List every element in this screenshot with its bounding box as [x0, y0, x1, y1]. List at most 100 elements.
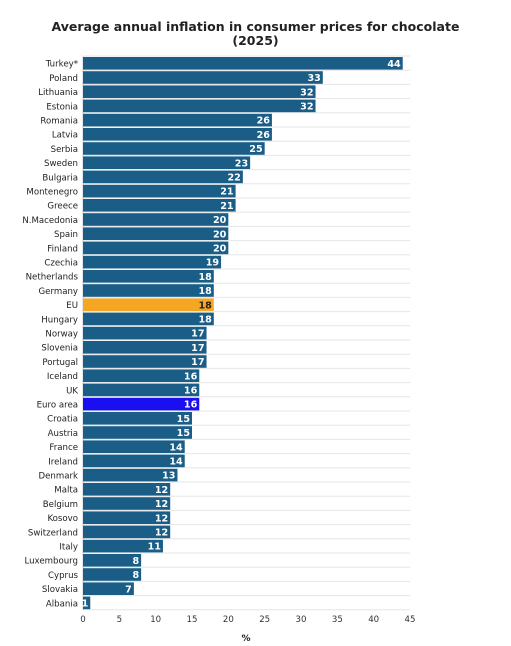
- category-label: Belgium: [43, 500, 78, 510]
- bar: [83, 397, 200, 411]
- data-label: 12: [155, 499, 168, 510]
- data-label: 17: [191, 357, 204, 368]
- data-label: 13: [162, 471, 175, 482]
- data-label: 18: [198, 300, 212, 311]
- bar: [83, 255, 222, 269]
- data-label: 26: [257, 116, 271, 127]
- data-label: 14: [169, 442, 183, 453]
- category-label: Cyprus: [48, 571, 79, 581]
- x-tick-label: 25: [259, 615, 270, 625]
- category-label: Slovenia: [41, 344, 78, 354]
- chart-title-line2: (2025): [232, 33, 279, 48]
- data-label: 17: [191, 329, 204, 340]
- category-label: Estonia: [46, 102, 78, 112]
- bar: [83, 497, 171, 510]
- data-label: 17: [191, 343, 204, 354]
- category-label: Iceland: [47, 372, 78, 382]
- data-label: 21: [220, 201, 234, 212]
- data-label: 19: [206, 258, 220, 269]
- category-label: Ireland: [48, 457, 78, 467]
- category-label: Denmark: [39, 472, 79, 482]
- bar: [83, 241, 229, 255]
- data-label: 18: [198, 315, 212, 326]
- data-label: 18: [198, 286, 212, 297]
- category-label: Hungary: [41, 315, 78, 325]
- category-label: Austria: [48, 429, 78, 439]
- data-label: 12: [155, 485, 168, 496]
- chart-title: Average annual inflation in consumer pri…: [0, 20, 511, 48]
- bar: [83, 85, 316, 98]
- x-tick-label: 0: [80, 615, 85, 625]
- bar: [83, 57, 403, 70]
- data-label: 8: [132, 570, 139, 581]
- bar: [83, 426, 192, 439]
- x-tick-label: 10: [150, 615, 161, 625]
- chart-title-line1: Average annual inflation in consumer pri…: [51, 19, 460, 34]
- x-tick-label: 30: [296, 615, 307, 625]
- data-label: 20: [213, 215, 227, 226]
- data-label: 15: [177, 428, 190, 439]
- bar: [83, 412, 192, 425]
- category-label: Switzerland: [28, 528, 78, 538]
- bar: [83, 468, 178, 482]
- bar: [83, 298, 214, 311]
- category-label: EU: [66, 301, 78, 311]
- data-label: 15: [177, 414, 190, 425]
- bar: [83, 99, 316, 113]
- bar: [83, 142, 265, 155]
- x-tick-label: 45: [405, 615, 416, 625]
- category-label: Serbia: [51, 145, 78, 155]
- bar: [83, 525, 171, 539]
- category-label: UK: [66, 386, 78, 396]
- bar: [83, 440, 185, 453]
- data-label: 26: [257, 130, 271, 141]
- category-label: Romania: [40, 117, 78, 127]
- bar: [83, 213, 229, 226]
- category-label: Montenegro: [26, 188, 78, 198]
- category-label: Bulgaria: [42, 173, 78, 183]
- category-label: Luxembourg: [24, 557, 78, 567]
- category-label: Turkey*: [45, 60, 79, 70]
- category-label: Latvia: [52, 131, 78, 141]
- x-tick-label: 20: [223, 615, 234, 625]
- data-label: 1: [82, 599, 89, 610]
- data-label: 32: [300, 87, 313, 98]
- x-tick-label: 5: [117, 615, 122, 625]
- x-axis-title: %: [241, 634, 250, 644]
- category-label: Malta: [54, 486, 78, 496]
- bar: [83, 270, 214, 283]
- data-label: 21: [220, 187, 234, 198]
- data-label: 33: [307, 73, 320, 84]
- bar: [83, 483, 171, 496]
- data-label: 16: [184, 400, 198, 411]
- x-tick-label: 40: [368, 615, 379, 625]
- bar: [83, 341, 207, 354]
- data-label: 18: [198, 272, 212, 283]
- bar: [83, 156, 251, 169]
- data-label: 12: [155, 513, 168, 524]
- category-label: Italy: [59, 543, 78, 553]
- bar: [83, 71, 323, 84]
- data-label: 44: [387, 59, 401, 70]
- bar: [83, 568, 142, 581]
- category-label: France: [49, 443, 78, 453]
- data-label: 11: [148, 542, 162, 553]
- category-label: Czechia: [44, 259, 78, 269]
- bar: [83, 312, 214, 326]
- bar: [83, 511, 171, 524]
- bar: [83, 539, 163, 553]
- category-label: Lithuania: [38, 88, 78, 98]
- data-label: 8: [132, 556, 139, 567]
- data-label: 20: [213, 229, 227, 240]
- category-label: Germany: [39, 287, 79, 297]
- data-label: 7: [125, 584, 132, 595]
- category-label: Kosovo: [47, 514, 78, 524]
- category-label: N.Macedonia: [22, 216, 78, 226]
- category-label: Norway: [45, 330, 78, 340]
- category-label: Slovakia: [42, 585, 78, 595]
- data-label: 12: [155, 528, 168, 539]
- x-tick-label: 15: [187, 615, 198, 625]
- bar: [83, 128, 272, 141]
